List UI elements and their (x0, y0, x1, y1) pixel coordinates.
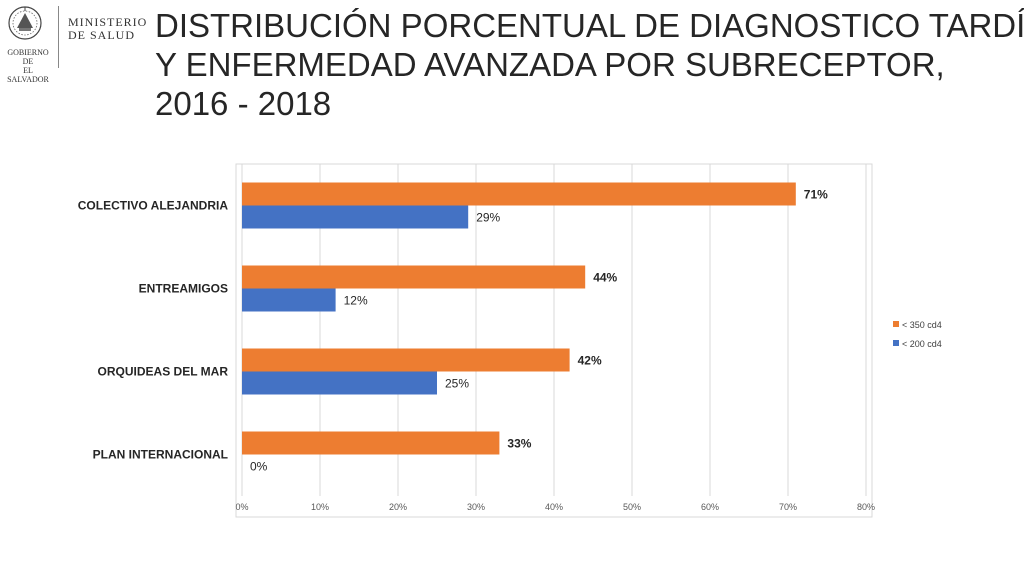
x-tick-labels: 0% 10% 20% 30% 40% 50% 60% 70% 80% (235, 502, 875, 512)
x-tick-label: 20% (389, 502, 407, 512)
data-label: 33% (507, 437, 531, 451)
page-title-line2: Y ENFERMEDAD AVANZADA POR SUBRECEPTOR, (155, 46, 945, 83)
coat-of-arms-icon (8, 6, 42, 40)
bar (242, 205, 469, 229)
page-title-line3: 2016 - 2018 (155, 85, 332, 122)
x-tick-label: 40% (545, 502, 563, 512)
ministry-logo: GOBIERNO DE EL SALVADOR MINISTERIO DE SA… (0, 0, 150, 84)
category-label: COLECTIVO ALEJANDRIA (78, 199, 229, 213)
bar (242, 288, 336, 312)
bar (242, 265, 586, 289)
bar (242, 348, 570, 372)
government-label: GOBIERNO DE EL SALVADOR (2, 48, 54, 84)
category-label: PLAN INTERNACIONAL (93, 448, 228, 462)
legend-swatch (893, 321, 899, 327)
bars: 71% 29% 44% 12% 42% 25% 33% 0% (242, 182, 828, 474)
ministry-name-line2: DE SALUD (68, 28, 135, 42)
page-title: DISTRIBUCIÓN PORCENTUAL DE DIAGNOSTICO T… (155, 6, 1024, 123)
bar (242, 431, 500, 455)
ministry-name: MINISTERIO DE SALUD (68, 16, 147, 42)
legend-label: < 200 cd4 (902, 339, 942, 349)
x-tick-label: 50% (623, 502, 641, 512)
x-tick-label: 30% (467, 502, 485, 512)
x-tick-label: 10% (311, 502, 329, 512)
government-label-line2: EL SALVADOR (7, 66, 49, 84)
data-label: 71% (804, 188, 828, 202)
data-label: 44% (593, 271, 617, 285)
logo-divider (58, 6, 59, 68)
legend-swatch (893, 340, 899, 346)
x-tick-label: 0% (235, 502, 248, 512)
ministry-name-line1: MINISTERIO (68, 15, 148, 29)
data-label: 0% (250, 460, 268, 474)
data-label: 12% (344, 294, 368, 308)
data-label: 29% (476, 211, 500, 225)
government-label-line1: GOBIERNO DE (7, 48, 49, 66)
legend: < 350 cd4 < 200 cd4 (893, 320, 942, 349)
bar (242, 371, 437, 395)
data-label: 42% (578, 354, 602, 368)
page-title-line1: DISTRIBUCIÓN PORCENTUAL DE DIAGNOSTICO T… (155, 7, 1024, 44)
category-label: ORQUIDEAS DEL MAR (98, 365, 229, 379)
legend-label: < 350 cd4 (902, 320, 942, 330)
x-tick-label: 70% (779, 502, 797, 512)
bar (242, 182, 796, 206)
x-tick-label: 60% (701, 502, 719, 512)
data-label: 25% (445, 377, 469, 391)
category-labels: COLECTIVO ALEJANDRIA ENTREAMIGOS ORQUIDEAS… (78, 199, 229, 462)
x-tick-label: 80% (857, 502, 875, 512)
category-label: ENTREAMIGOS (139, 282, 228, 296)
